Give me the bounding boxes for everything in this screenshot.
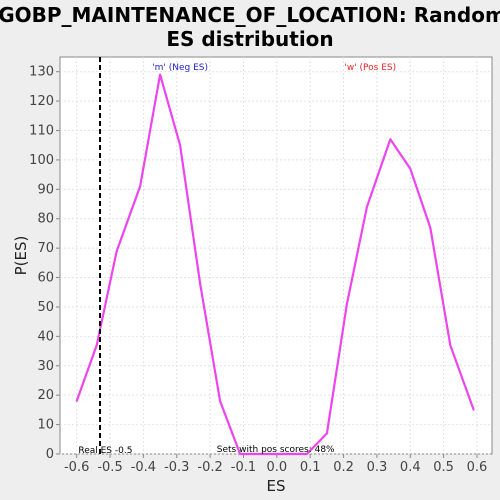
y-tick-label: 90 [37,182,54,197]
x-tick-label: 0.5 [433,460,454,475]
data-point [239,453,241,455]
data-point [95,344,98,346]
x-tick-label: 0.4 [400,460,421,475]
x-tick-label: -0.4 [131,460,156,475]
data-point [306,453,308,455]
y-tick-label: 110 [29,124,54,139]
data-point [139,185,141,188]
data-point [326,432,328,435]
data-point [389,138,392,141]
x-tick-label: 0.6 [467,460,488,475]
annotations: 'm' (Neg ES) 'w' (Pos ES) Real ES -0.5 S… [78,63,396,456]
x-tick-label: -0.2 [197,460,222,475]
y-tick-label: 0 [46,447,54,462]
data-point [159,73,161,76]
y-tick-label: 40 [37,329,54,344]
data-point [179,144,181,147]
y-tick-label: 100 [29,153,54,168]
chart-title-line2: ES distribution [166,27,333,51]
x-tick-label: -0.1 [231,460,256,475]
y-tick-label: 10 [37,418,54,433]
data-point [75,400,78,402]
data-point [219,400,221,402]
real-es-label: Real ES -0.5 [78,446,132,456]
y-tick-label: 30 [37,359,54,374]
plot-area [59,56,493,455]
x-tick-label: 0.1 [300,460,321,475]
data-point [429,226,432,229]
pos-scores-label: Sets with pos scores: 48% [217,445,335,455]
x-tick-label: 0.2 [333,460,354,475]
y-axis-label: P(ES) [12,236,30,276]
data-point [472,409,475,411]
pos-es-label: 'w' (Pos ES) [344,63,396,73]
data-point [276,453,278,455]
y-tick-label: 120 [29,94,54,109]
grid [60,57,492,455]
chart-title-line1: GOBP_MAINTENANCE_OF_LOCATION: Random [0,3,500,27]
y-tick-label: 20 [37,388,54,403]
x-tick-label: -0.5 [97,460,122,475]
x-tick-label: -0.6 [64,460,89,475]
x-tick-label: 0.3 [367,460,388,475]
y-tick-label: 130 [29,65,54,80]
data-point [259,453,261,455]
y-tick-label: 70 [37,241,54,256]
neg-es-label: 'm' (Neg ES) [152,63,208,73]
y-tick-label: 50 [37,300,54,315]
data-point [199,282,201,285]
x-tick-label: -0.3 [164,460,189,475]
data-point [449,344,452,346]
y-tick-label: 60 [37,271,54,286]
data-point [346,303,348,305]
series-layer [75,57,475,456]
y-tick-label: 80 [37,212,54,227]
x-axis-label: ES [267,477,286,495]
data-point [286,453,288,455]
data-point [409,167,412,170]
data-point [115,250,118,252]
data-point [366,206,368,208]
x-tick-label: 0.0 [266,460,287,475]
